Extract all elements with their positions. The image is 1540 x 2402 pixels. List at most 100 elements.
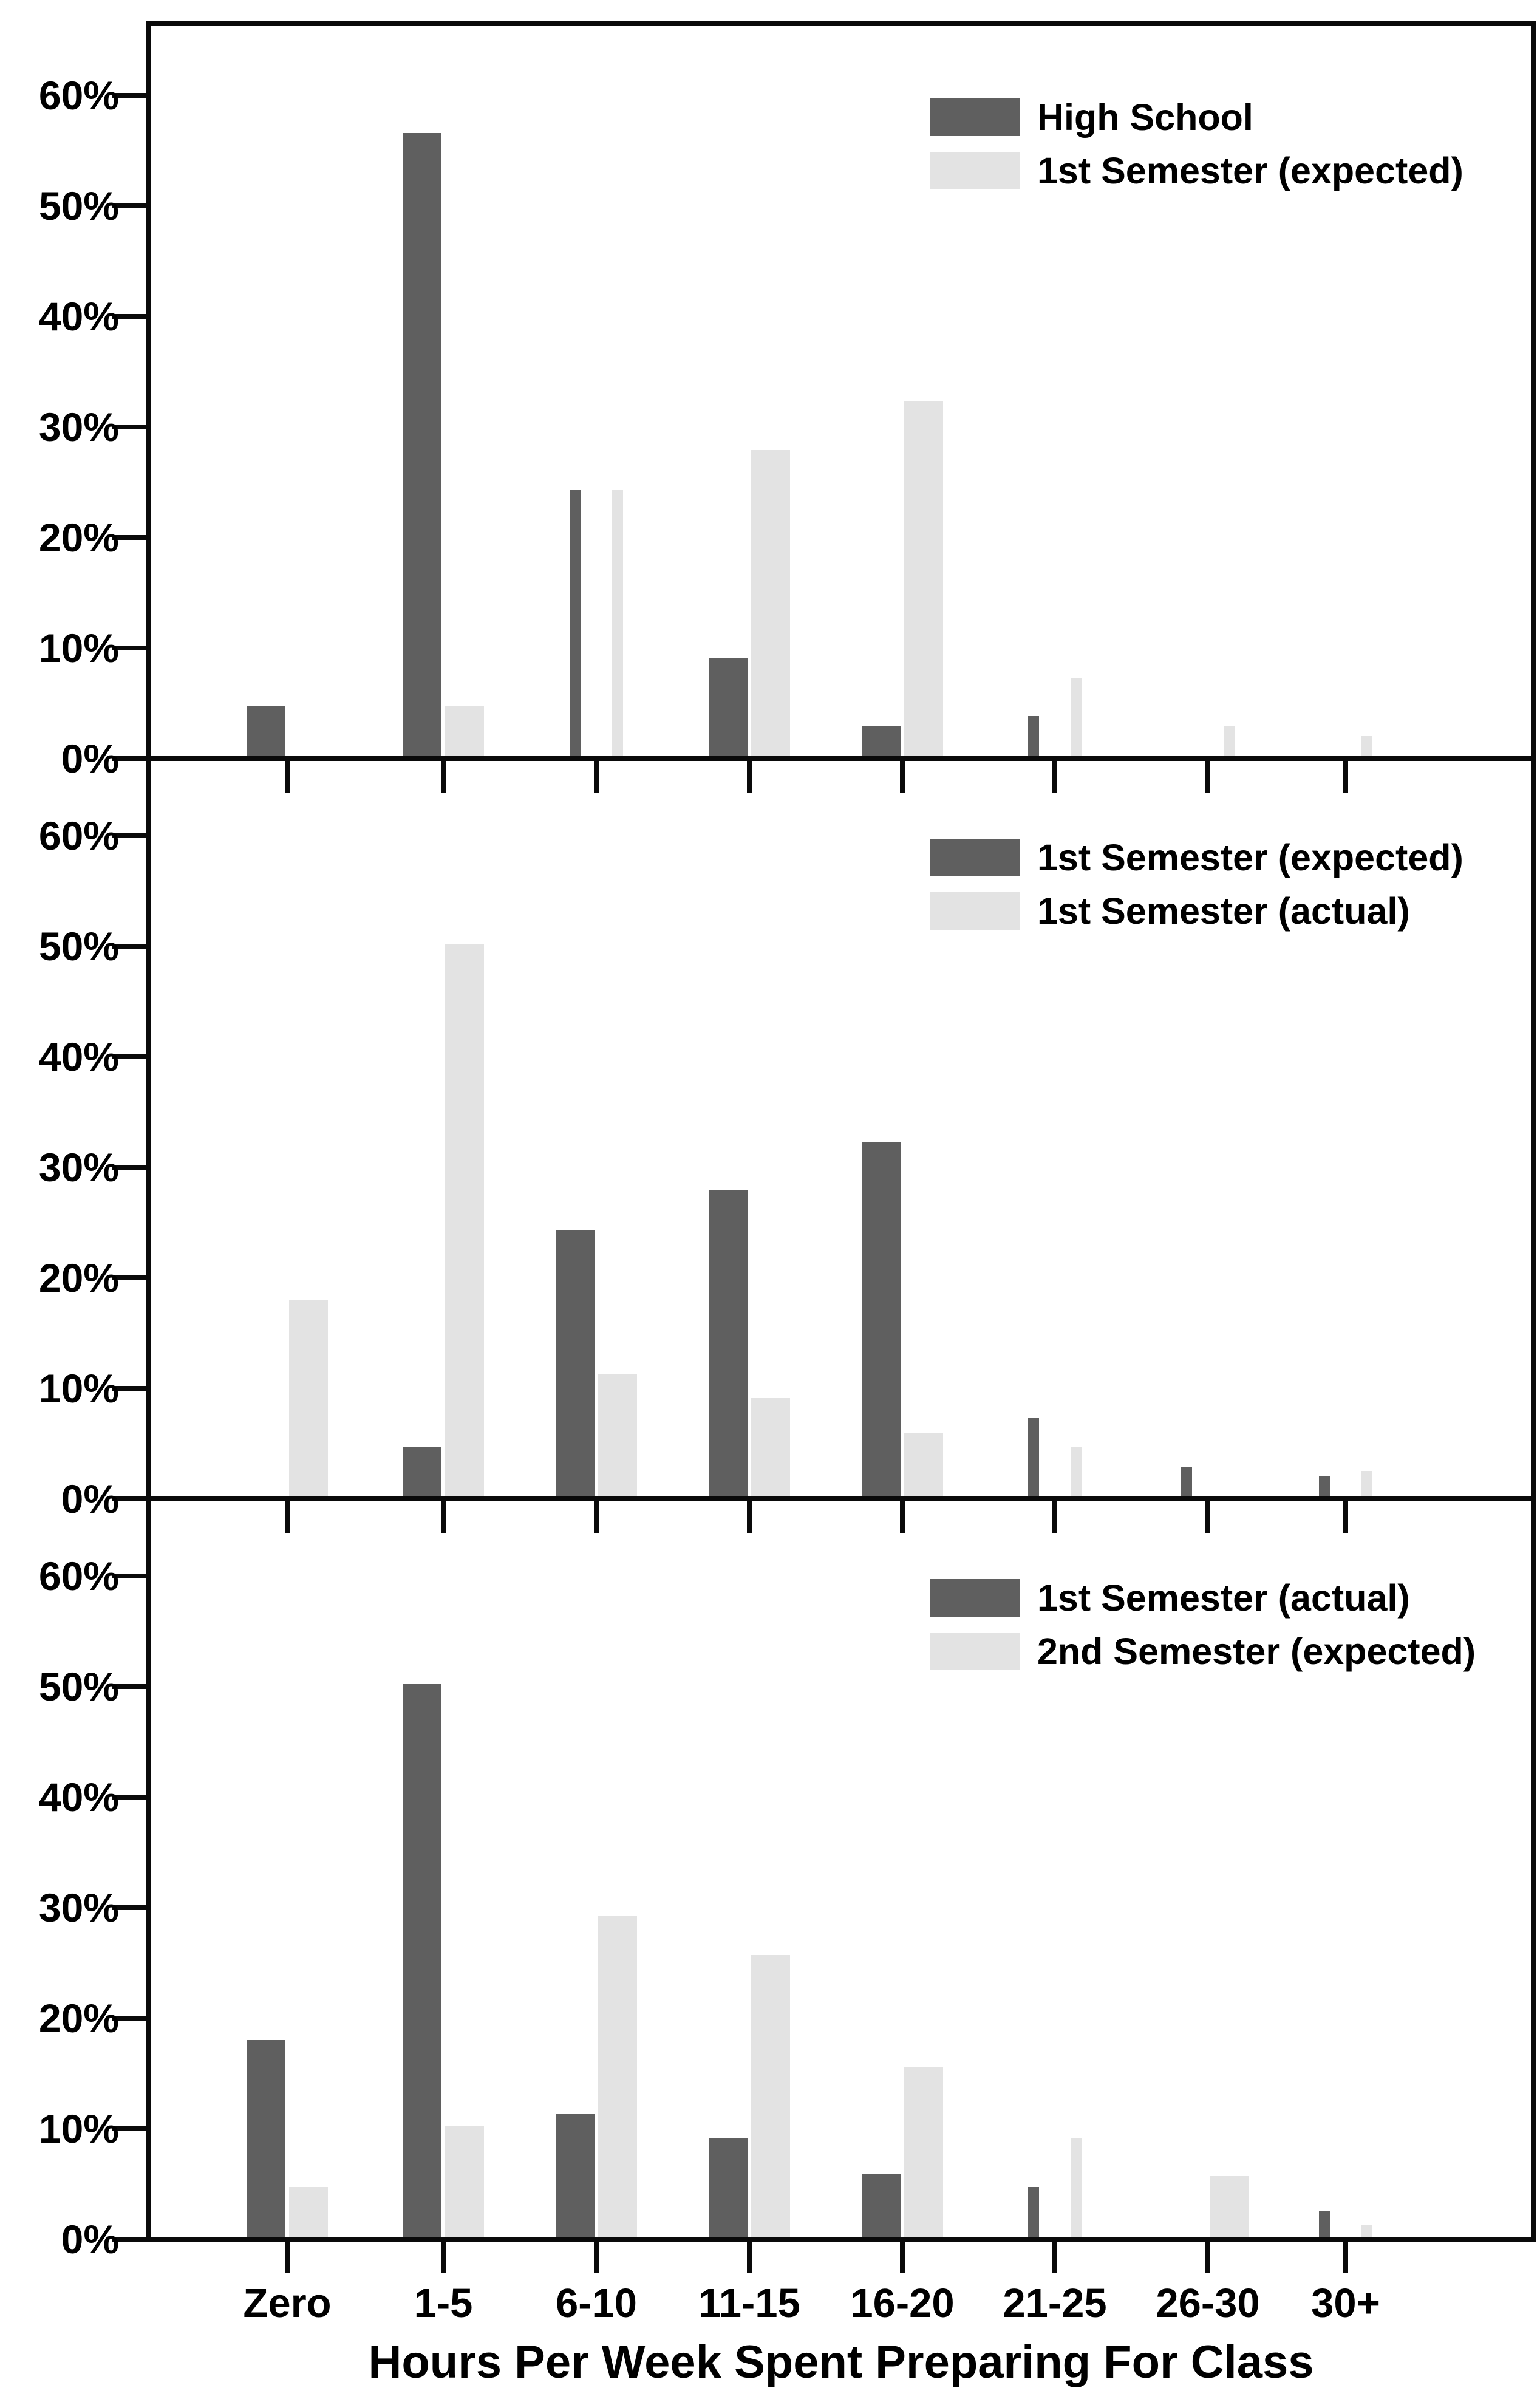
y-tick-label: 60% (38, 813, 119, 858)
bar-middle-dark-26-30 (1181, 1467, 1192, 1496)
x-category-label-30: 30+ (1311, 2281, 1380, 2326)
legend-label-top-light: 1st Semester (expected) (1037, 150, 1463, 191)
bar-bottom-light-6-10 (598, 1916, 637, 2237)
y-tick-label: 50% (38, 183, 119, 228)
y-tick (112, 93, 146, 98)
bar-bottom-light-11-15 (751, 1955, 790, 2237)
legend-swatch-top-dark (930, 98, 1020, 136)
x-category-label-zero: Zero (243, 2281, 332, 2326)
x-tick (747, 1501, 752, 1533)
x-category-label-1-5: 1-5 (414, 2281, 473, 2326)
bar-top-light-26-30 (1224, 726, 1235, 756)
y-tick-label: 50% (38, 924, 119, 969)
y-tick (112, 1054, 146, 1059)
x-axis-line-top (146, 756, 1536, 761)
y-tick-label: 30% (38, 404, 119, 449)
y-tick-label: 40% (38, 1034, 119, 1079)
y-tick-label: 30% (38, 1145, 119, 1190)
y-tick (112, 1795, 146, 1800)
x-tick (594, 2242, 599, 2273)
bar-top-light-21-25 (1071, 678, 1082, 756)
bar-top-light-11-15 (751, 450, 790, 756)
bar-bottom-light-16-20 (904, 2067, 943, 2237)
x-tick (285, 1501, 290, 1533)
legend-label-top-dark: High School (1037, 97, 1253, 138)
y-tick-label: 20% (38, 1996, 119, 2041)
bar-bottom-dark-1-5 (403, 1684, 441, 2237)
bar-middle-light-1-5 (445, 944, 484, 1496)
bar-middle-dark-11-15 (709, 1190, 748, 1496)
x-tick (900, 761, 905, 793)
bar-middle-dark-1-5 (403, 1447, 441, 1496)
plot-frame-right (1531, 21, 1536, 2242)
x-tick (747, 2242, 752, 2273)
y-tick-label: 20% (38, 1255, 119, 1300)
x-tick (594, 761, 599, 793)
x-category-label-26-30: 26-30 (1156, 2281, 1260, 2326)
bar-middle-light-zero (289, 1300, 328, 1496)
bar-top-light-6-10 (612, 490, 623, 756)
bar-middle-light-11-15 (751, 1398, 790, 1496)
y-tick (112, 1275, 146, 1280)
x-tick (1205, 2242, 1210, 2273)
bar-bottom-light-zero (289, 2187, 328, 2237)
bar-middle-light-30 (1361, 1471, 1372, 1496)
x-axis-title: Hours Per Week Spent Preparing For Class (368, 2336, 1314, 2388)
bar-bottom-dark-zero (247, 2040, 285, 2237)
x-tick (441, 761, 446, 793)
y-tick (112, 1574, 146, 1578)
bar-middle-dark-6-10 (556, 1230, 595, 1496)
bar-top-dark-1-5 (403, 133, 441, 756)
bar-top-dark-21-25 (1028, 716, 1039, 756)
bar-bottom-light-30 (1361, 2225, 1372, 2237)
bar-bottom-light-1-5 (445, 2126, 484, 2237)
x-tick (1052, 2242, 1057, 2273)
bar-middle-dark-21-25 (1028, 1418, 1039, 1496)
x-tick (900, 1501, 905, 1533)
bar-middle-dark-16-20 (862, 1142, 901, 1496)
x-category-label-11-15: 11-15 (698, 2281, 800, 2326)
y-tick (112, 756, 146, 761)
bar-middle-light-6-10 (598, 1374, 637, 1496)
y-tick-label: 40% (38, 1775, 119, 1820)
legend-label-bottom-dark: 1st Semester (actual) (1037, 1577, 1410, 1619)
y-tick (112, 314, 146, 319)
bar-top-light-1-5 (445, 706, 484, 756)
legend-swatch-middle-dark (930, 839, 1020, 876)
bar-top-light-16-20 (904, 401, 943, 756)
y-tick (112, 203, 146, 208)
y-tick (112, 833, 146, 838)
y-tick (112, 1165, 146, 1170)
x-tick (1343, 761, 1348, 793)
legend-label-middle-light: 1st Semester (actual) (1037, 890, 1410, 932)
y-tick (112, 2126, 146, 2131)
y-tick-label: 0% (61, 736, 119, 781)
y-tick (112, 535, 146, 540)
x-category-label-6-10: 6-10 (555, 2281, 638, 2326)
legend-swatch-middle-light (930, 892, 1020, 930)
bar-top-dark-16-20 (862, 726, 901, 756)
y-tick (112, 1386, 146, 1391)
bar-top-light-30 (1361, 736, 1372, 756)
bar-bottom-dark-30 (1319, 2211, 1330, 2237)
x-category-label-21-25: 21-25 (1003, 2281, 1107, 2326)
legend-label-middle-dark: 1st Semester (expected) (1037, 837, 1463, 878)
bar-top-dark-11-15 (709, 658, 748, 756)
x-axis-line-bottom (146, 2237, 1536, 2242)
y-tick-label: 60% (38, 73, 119, 118)
x-tick (1205, 1501, 1210, 1533)
x-axis-line-middle (146, 1496, 1536, 1501)
y-tick (112, 425, 146, 429)
x-tick (1052, 761, 1057, 793)
bar-top-dark-zero (247, 706, 285, 756)
plot-frame-top (146, 21, 1536, 26)
legend-swatch-bottom-dark (930, 1579, 1020, 1617)
bar-bottom-light-26-30 (1210, 2176, 1249, 2237)
y-tick-label: 10% (38, 2106, 119, 2151)
y-tick (112, 1905, 146, 1910)
y-tick-label: 50% (38, 1664, 119, 1709)
x-tick (1052, 1501, 1057, 1533)
x-tick (1343, 1501, 1348, 1533)
bar-bottom-dark-6-10 (556, 2114, 595, 2237)
